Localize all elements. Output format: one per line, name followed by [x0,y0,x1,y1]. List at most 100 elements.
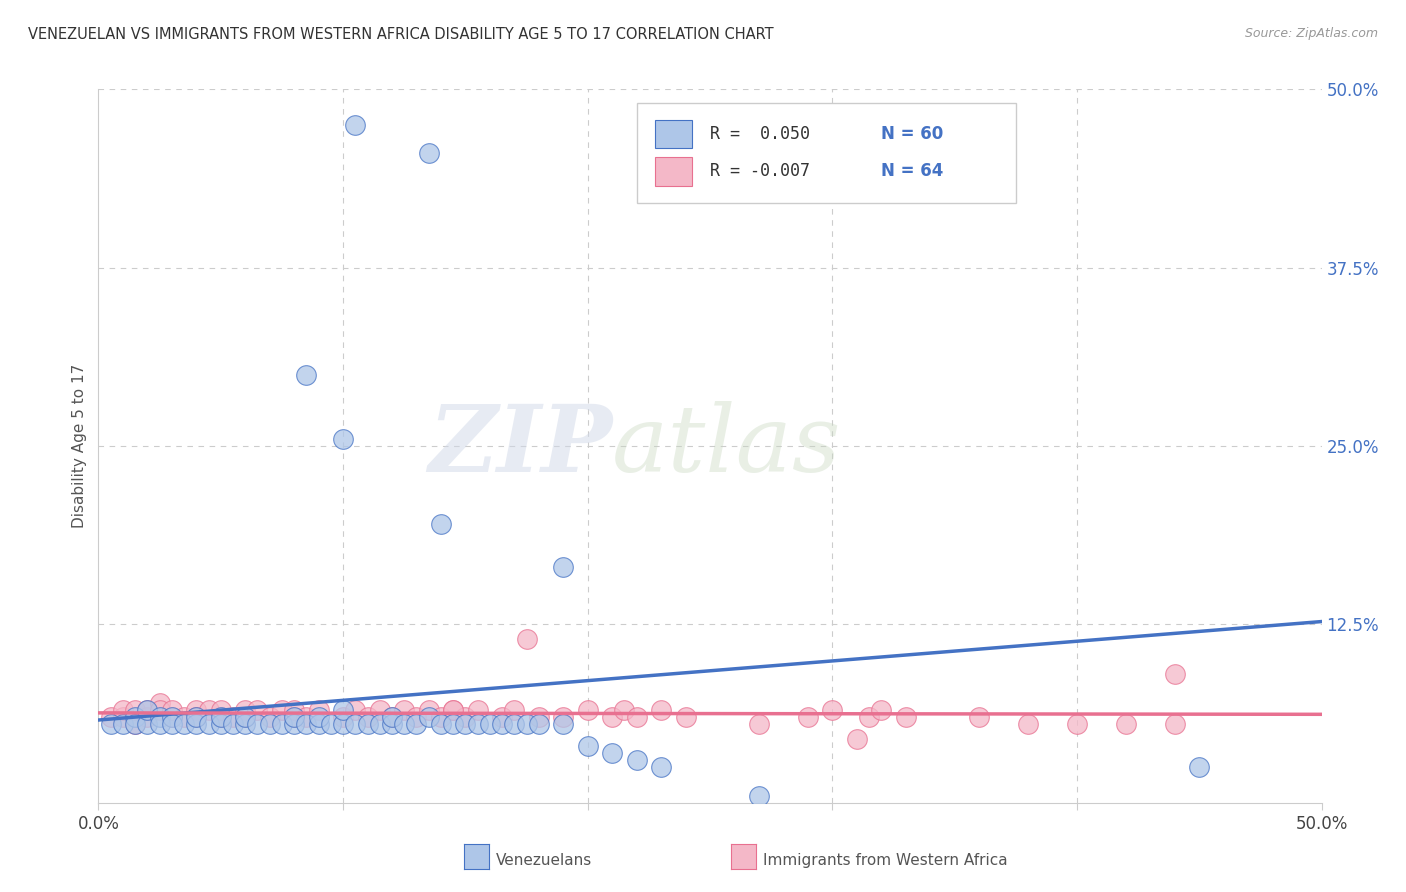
Point [527,717,550,731]
FancyBboxPatch shape [655,157,692,186]
Point [478,717,501,731]
Point [160,703,183,717]
Point [1066,717,1088,731]
Point [553,717,575,731]
Point [186,717,208,731]
Point [246,703,269,717]
Point [149,717,172,731]
FancyBboxPatch shape [637,103,1015,203]
Point [124,717,146,731]
Point [344,118,367,132]
Point [441,703,464,717]
Point [650,760,672,774]
Point [136,703,159,717]
Point [124,717,146,731]
Point [870,703,893,717]
Point [576,703,599,717]
Point [308,717,330,731]
Point [270,703,294,717]
Point [845,731,868,746]
Point [1017,717,1039,731]
Point [136,717,159,731]
Point [418,146,440,161]
Point [1164,667,1187,681]
Point [405,717,427,731]
Point [748,717,770,731]
Point [454,710,477,724]
Point [197,717,219,731]
Point [111,703,134,717]
Text: Immigrants from Western Africa: Immigrants from Western Africa [763,854,1008,868]
Point [797,710,820,724]
Point [368,703,391,717]
Point [283,717,305,731]
Point [392,703,416,717]
Point [246,717,269,731]
Point [626,710,648,724]
Point [197,703,219,717]
Point [967,710,990,724]
Point [381,710,404,724]
Point [454,717,477,731]
Point [233,717,256,731]
Point [430,517,453,532]
Point [600,746,623,760]
Point [308,703,330,717]
Point [381,717,404,731]
Point [124,703,146,717]
Y-axis label: Disability Age 5 to 17: Disability Age 5 to 17 [72,364,87,528]
Point [295,368,318,382]
Point [405,710,427,724]
Point [491,717,513,731]
Point [270,717,294,731]
Point [491,710,513,724]
Text: N = 64: N = 64 [882,162,943,180]
Point [332,710,354,724]
Point [441,717,464,731]
Point [111,710,134,724]
Point [515,632,537,646]
Point [332,703,354,717]
Point [1115,717,1137,731]
Point [344,703,367,717]
Point [332,717,354,731]
Point [675,710,697,724]
Point [160,710,183,724]
Point [392,717,416,731]
Point [111,717,134,731]
Point [149,703,172,717]
Point [527,710,550,724]
Point [441,703,464,717]
Point [1164,717,1187,731]
Text: Source: ZipAtlas.com: Source: ZipAtlas.com [1244,27,1378,40]
Point [160,710,183,724]
Text: atlas: atlas [612,401,842,491]
Point [233,703,256,717]
Point [503,717,526,731]
Point [344,717,367,731]
Text: VENEZUELAN VS IMMIGRANTS FROM WESTERN AFRICA DISABILITY AGE 5 TO 17 CORRELATION : VENEZUELAN VS IMMIGRANTS FROM WESTERN AF… [28,27,773,42]
Point [124,710,146,724]
Point [259,717,281,731]
Point [858,710,880,724]
Point [418,710,440,724]
Point [467,717,489,731]
Point [233,710,256,724]
Point [259,710,281,724]
Point [100,717,122,731]
Text: Venezuelans: Venezuelans [496,854,592,868]
Point [209,710,232,724]
Point [430,717,453,731]
Text: R = -0.007: R = -0.007 [710,162,810,180]
Point [748,789,770,803]
Point [209,703,232,717]
Point [186,710,208,724]
Point [160,717,183,731]
Point [368,717,391,731]
Point [503,703,526,717]
Point [136,703,159,717]
Point [515,717,537,731]
Point [600,710,623,724]
Point [1188,760,1211,774]
Point [356,710,378,724]
